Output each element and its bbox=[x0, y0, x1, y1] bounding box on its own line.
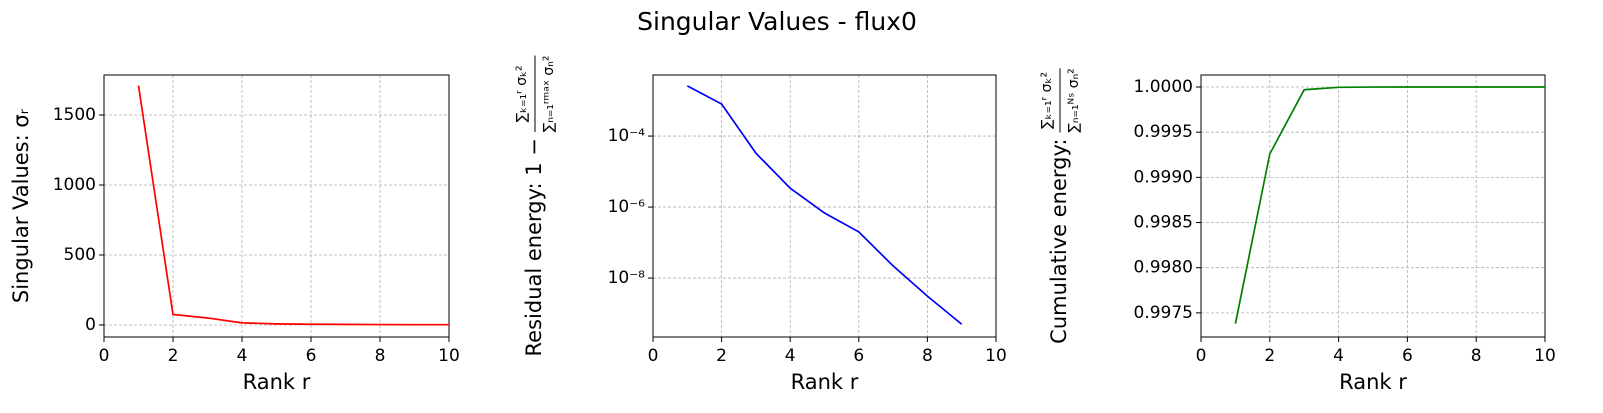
x-tick-label: 10 bbox=[438, 346, 460, 366]
x-tick-label: 10 bbox=[985, 346, 1007, 366]
x-tick-label: 10 bbox=[1534, 346, 1556, 366]
y-tick-label: 0.9990 bbox=[1134, 167, 1193, 187]
y-axis-label: Singular Values: σᵣ bbox=[9, 108, 33, 303]
axes-frame bbox=[103, 74, 450, 338]
y-tick-label: 500 bbox=[64, 245, 96, 265]
axes-frame bbox=[1200, 74, 1546, 338]
y-tick-label: 10⁻⁸ bbox=[608, 268, 646, 288]
y-axis-label-text: Singular Values: σᵣ bbox=[9, 108, 33, 303]
x-tick-label: 2 bbox=[168, 346, 179, 366]
y-tick-label: 0.9995 bbox=[1134, 122, 1193, 142]
subplot: 0 2 4 6 8 10 0 500 1000 1500 Rank r Singular Values… bbox=[9, 74, 460, 394]
y-axis-label: Residual energy: 1 − ∑ₖ₌₁ʳ σₖ² ∑ₙ₌₁ʳᵐᵃˣ σₙ… bbox=[514, 55, 557, 356]
x-tick-label: 6 bbox=[853, 346, 864, 366]
x-tick-label: 6 bbox=[1402, 346, 1413, 366]
y-axis-label-text: Residual energy: 1 − bbox=[522, 138, 546, 356]
x-tick-label: 0 bbox=[99, 346, 110, 366]
x-tick-label: 0 bbox=[648, 346, 659, 366]
y-axis-label: Cumulative energy: ∑ₖ₌₁ʳ σₖ² ∑ₙ₌₁ᴺˢ σₙ² bbox=[1039, 68, 1082, 344]
y-tick-label: 0.9975 bbox=[1134, 303, 1193, 323]
y-tick-label: 0 bbox=[85, 315, 96, 335]
y-tick-label: 1.0000 bbox=[1134, 77, 1193, 97]
y-label-denominator: ∑ₙ₌₁ᴺˢ σₙ² bbox=[1066, 68, 1082, 132]
x-tick-label: 8 bbox=[922, 346, 933, 366]
y-tick-label: 1000 bbox=[53, 175, 96, 195]
x-tick-label: 4 bbox=[237, 346, 248, 366]
x-tick-label: 2 bbox=[1264, 346, 1275, 366]
y-label-denominator: ∑ₙ₌₁ʳᵐᵃˣ σₙ² bbox=[541, 56, 557, 133]
y-label-numerator: ∑ₖ₌₁ʳ σₖ² bbox=[514, 65, 530, 122]
y-tick-label: 0.9985 bbox=[1134, 213, 1193, 233]
data-line bbox=[137, 85, 449, 326]
x-axis-label: Rank r bbox=[243, 370, 311, 394]
figure-title: Singular Values - flux0 bbox=[637, 7, 917, 36]
x-tick-label: 2 bbox=[716, 346, 727, 366]
axes-frame bbox=[652, 74, 997, 338]
y-tick-label: 10⁻⁶ bbox=[608, 197, 646, 217]
y-tick-label: 0.9980 bbox=[1134, 258, 1193, 278]
subplot: 0 2 4 6 8 10 10⁻⁴ 10⁻⁶ 10⁻⁸ Rank r Residual energy… bbox=[514, 55, 1007, 394]
x-tick-label: 0 bbox=[1196, 346, 1207, 366]
x-tick-label: 6 bbox=[306, 346, 317, 366]
x-tick-label: 8 bbox=[375, 346, 386, 366]
y-axis-label-text: Cumulative energy: bbox=[1047, 139, 1071, 344]
y-label-numerator: ∑ₖ₌₁ʳ σₖ² bbox=[1039, 72, 1055, 129]
y-tick-label: 1500 bbox=[53, 105, 96, 125]
x-axis-label: Rank r bbox=[1339, 370, 1407, 394]
data-line bbox=[686, 85, 963, 325]
y-tick-label: 10⁻⁴ bbox=[608, 126, 646, 146]
data-line bbox=[1234, 86, 1545, 324]
subplot: 0 2 4 6 8 10 0.9975 0.9980 0.9985 0.9990 0.9995 1.0… bbox=[1039, 68, 1556, 394]
x-tick-label: 4 bbox=[785, 346, 796, 366]
x-axis-label: Rank r bbox=[791, 370, 859, 394]
x-tick-label: 4 bbox=[1333, 346, 1344, 366]
x-tick-label: 8 bbox=[1471, 346, 1482, 366]
